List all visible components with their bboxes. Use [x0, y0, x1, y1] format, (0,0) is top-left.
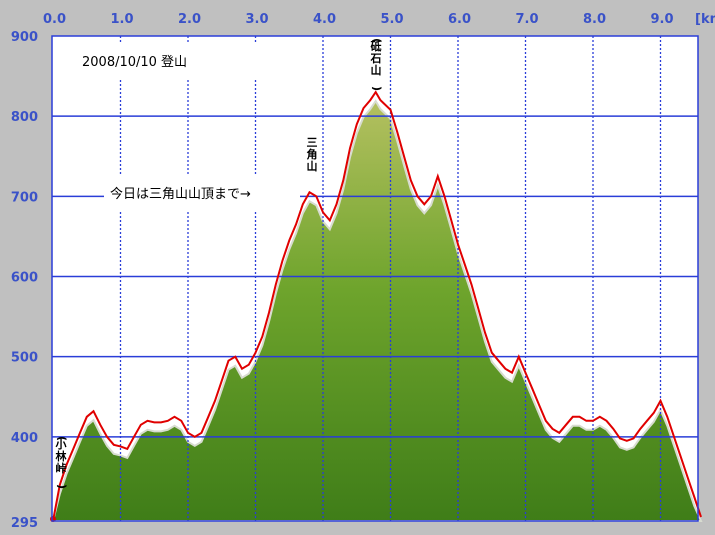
x-tick-label: 2.0 — [178, 12, 201, 27]
elevation-line — [52, 90, 702, 522]
y-tick-layer: 295 400 500 600 700 800 900 — [11, 30, 38, 531]
annotation-text: 今日は三角山山頂まで→ — [110, 186, 251, 202]
peak-label: 三角山 — [307, 136, 318, 173]
y-tick-label: 700 — [11, 190, 38, 205]
y-tick-label: 900 — [11, 30, 38, 45]
y-tick-label: 400 — [11, 431, 38, 446]
peak-label: (小林峠) — [55, 436, 69, 489]
x-tick-label: 1.0 — [111, 12, 134, 27]
x-axis-unit: [km] — [695, 12, 715, 27]
annotation-box: 今日は三角山山頂まで→ — [104, 176, 300, 210]
annotation-box-bg — [104, 176, 300, 210]
chart-title: 2008/10/10 登山 — [82, 55, 187, 70]
x-tick-label: 8.0 — [583, 12, 606, 27]
title-box: 2008/10/10 登山 — [68, 44, 272, 78]
fill-layer — [51, 99, 703, 522]
peak-label: (砥石山) — [370, 38, 384, 91]
x-tick-label: 6.0 — [448, 12, 471, 27]
title-box-bg — [68, 44, 272, 78]
x-tick-label: 7.0 — [516, 12, 539, 27]
y-tick-label: 500 — [11, 351, 38, 366]
x-tick-label: 4.0 — [313, 12, 336, 27]
x-tick-layer: 0.0 1.0 2.0 3.0 4.0 5.0 6.0 7.0 8.0 9.0 — [43, 12, 674, 27]
x-tick-label: 0.0 — [43, 12, 66, 27]
plot-frame — [51, 35, 699, 522]
peak-label-layer: (小林峠) 三角山 (砥石山) — [55, 38, 384, 489]
x-tick-label: 5.0 — [381, 12, 404, 27]
grid-layer — [52, 36, 698, 521]
elevation-area — [51, 99, 703, 522]
y-tick-label: 295 — [11, 516, 38, 531]
x-tick-label: 3.0 — [246, 12, 269, 27]
y-tick-label: 800 — [11, 110, 38, 125]
y-tick-label: 600 — [11, 270, 38, 285]
x-tick-label: 9.0 — [651, 12, 674, 27]
